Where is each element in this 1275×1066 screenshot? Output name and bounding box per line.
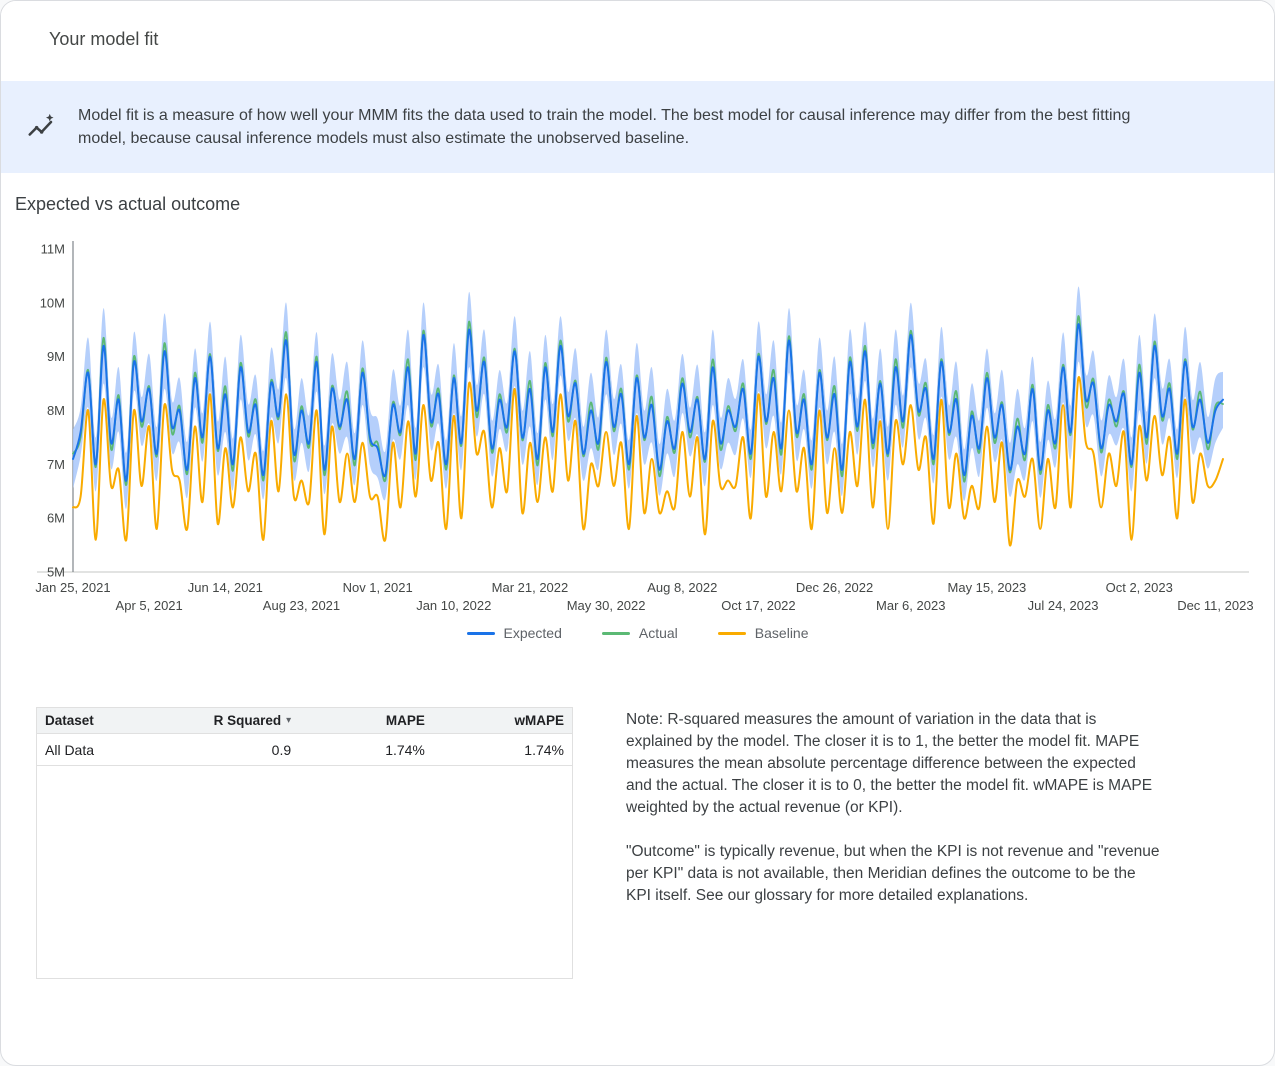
page-title: Your model fit xyxy=(49,29,159,49)
baseline-line xyxy=(72,376,1224,547)
x-tick-label: Jan 25, 2021 xyxy=(35,580,110,595)
x-tick-label: Mar 21, 2022 xyxy=(492,580,569,595)
y-tick-label: 6M xyxy=(47,511,65,526)
cell-rsquared: 0.9 xyxy=(271,741,292,758)
x-tick-label: Jun 14, 2021 xyxy=(188,580,263,595)
cell-dataset: All Data xyxy=(45,741,95,758)
y-tick-label: 8M xyxy=(47,403,65,418)
expected-swatch xyxy=(466,631,495,635)
expected-line xyxy=(72,323,1224,482)
card-header: Your model fit xyxy=(1,1,1274,81)
x-tick-label: Oct 2, 2023 xyxy=(1106,580,1173,595)
note-paragraph-1: Note: R-squared measures the amount of v… xyxy=(626,711,1153,816)
baseline-swatch xyxy=(717,631,746,635)
chart-title: Expected vs actual outcome xyxy=(15,194,241,214)
x-tick-label: Aug 8, 2022 xyxy=(647,580,717,595)
table-row: All Data 0.9 1.74% 1.74% xyxy=(37,734,572,766)
x-tick-label: Oct 17, 2022 xyxy=(721,598,795,613)
legend-item-expected: Expected xyxy=(466,625,562,641)
banner-text: Model fit is a measure of how well your … xyxy=(78,107,1131,147)
legend-label-baseline: Baseline xyxy=(754,625,809,641)
chart-legend: Expected Actual Baseline xyxy=(1,625,1274,641)
x-tick-label: Aug 23, 2021 xyxy=(263,598,340,613)
col-header-rsquared[interactable]: R Squared ▾ xyxy=(171,713,299,728)
note-text: Note: R-squared measures the amount of v… xyxy=(626,709,1162,929)
y-tick-label: 7M xyxy=(47,457,65,472)
y-tick-label: 11M xyxy=(41,242,65,257)
col-header-mape: MAPE xyxy=(385,713,425,728)
actual-swatch xyxy=(601,631,630,635)
x-tick-label: May 15, 2023 xyxy=(948,580,1027,595)
table-header-row: Dataset R Squared ▾ MAPE wMAPE xyxy=(37,708,572,734)
cell-mape: 1.74% xyxy=(385,741,425,758)
col-header-wmape: wMAPE xyxy=(514,713,564,728)
note-paragraph-2: "Outcome" is typically revenue, but when… xyxy=(626,843,1160,904)
x-tick-label: Jul 24, 2023 xyxy=(1028,598,1099,613)
insights-icon xyxy=(26,112,56,142)
y-tick-label: 10M xyxy=(40,295,65,310)
x-tick-label: Dec 11, 2023 xyxy=(1177,598,1253,613)
legend-item-actual: Actual xyxy=(601,625,678,641)
x-tick-label: May 30, 2022 xyxy=(567,598,646,613)
legend-item-baseline: Baseline xyxy=(717,625,809,641)
x-tick-label: Nov 1, 2021 xyxy=(343,580,413,595)
cell-wmape: 1.74% xyxy=(524,741,564,758)
sort-descending-icon: ▾ xyxy=(286,714,292,726)
y-tick-label: 9M xyxy=(47,349,65,364)
legend-label-expected: Expected xyxy=(503,625,562,641)
info-banner: Model fit is a measure of how well your … xyxy=(1,81,1274,173)
expected-vs-actual-chart: 5M 6M 7M 8M 9M 10M 11M Jan 25, 2021 Apr 5, 2021 J… xyxy=(35,241,1254,613)
x-tick-label: Mar 6, 2023 xyxy=(876,598,945,613)
col-header-rsquared-label: R Squared xyxy=(213,713,282,728)
col-header-dataset: Dataset xyxy=(45,713,94,728)
legend-label-actual: Actual xyxy=(638,625,678,641)
x-tick-label: Dec 26, 2022 xyxy=(796,580,873,595)
x-tick-label: Apr 5, 2021 xyxy=(116,598,183,613)
fit-metrics-table: Dataset R Squared ▾ MAPE wMAPE All Data … xyxy=(36,707,573,979)
y-tick-label: 5M xyxy=(47,565,65,580)
x-tick-label: Jan 10, 2022 xyxy=(416,598,491,613)
